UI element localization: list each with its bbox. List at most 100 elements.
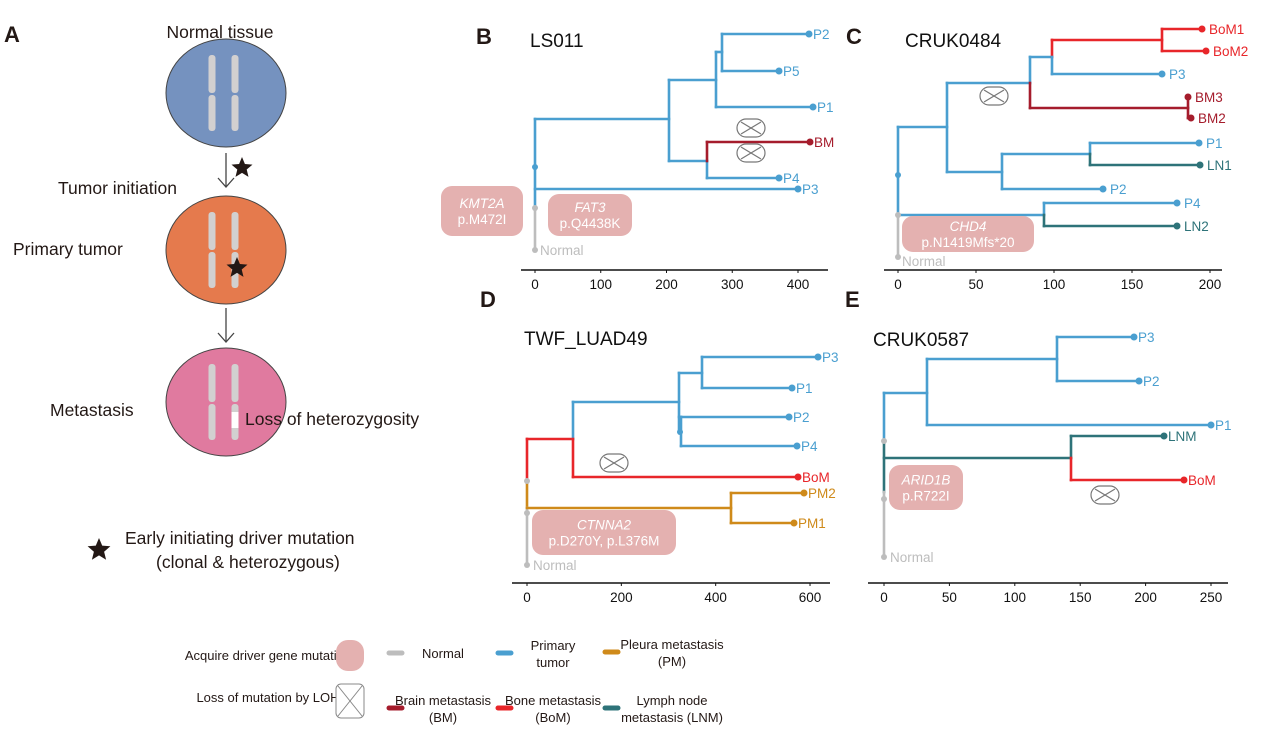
arrow-head <box>217 177 235 188</box>
tip-node <box>1158 70 1166 78</box>
tip-label-bom: BoM <box>802 470 830 485</box>
tip-label-bm3: BM3 <box>1195 90 1223 105</box>
tip-node <box>785 413 793 421</box>
legend-pleura-label: (PM) <box>658 654 686 669</box>
legend-primary-label: tumor <box>536 655 570 670</box>
tree-node <box>524 510 530 516</box>
axis-tick-label: 0 <box>880 590 888 605</box>
mutation-box <box>548 194 632 236</box>
label-loss-of-heterozygosity: Loss of heterozygosity <box>245 409 419 429</box>
axis-tick-label: 150 <box>1069 590 1092 605</box>
axis-tick-label: 50 <box>942 590 957 605</box>
axis-tick-label: 200 <box>610 590 633 605</box>
tip-label-pm1: PM1 <box>798 516 826 531</box>
tip-label-bom2: BoM2 <box>1213 44 1248 59</box>
tip-label-normal: Normal <box>890 550 934 565</box>
mutation-change: p.M472I <box>458 212 507 227</box>
tip-node <box>1195 139 1203 147</box>
mutation-gene: ARID1B <box>901 473 951 488</box>
axis-tick-label: 50 <box>968 277 983 292</box>
chromosome-arm <box>208 252 216 288</box>
tree-title: CRUK0587 <box>873 330 969 351</box>
tip-node <box>806 138 814 146</box>
tree-node <box>881 496 887 502</box>
tip-label-bom1: BoM1 <box>1209 22 1244 37</box>
normal-cell <box>165 38 287 148</box>
label-normal-tissue: Normal tissue <box>167 22 274 42</box>
legend-bone-label: Bone metastasis <box>505 693 602 708</box>
tree-node <box>895 254 901 260</box>
tree-node <box>532 205 538 211</box>
star-legend-line2: (clonal & heterozygous) <box>156 552 340 572</box>
tree-node <box>524 562 530 568</box>
star-icon <box>231 157 253 177</box>
tip-node <box>1207 421 1215 429</box>
tip-label-ln1: LN1 <box>1207 158 1232 173</box>
axis-tick-label: 250 <box>1200 590 1223 605</box>
legend-acquire-label: Acquire driver gene mutation <box>185 648 351 663</box>
mutation-box <box>532 510 676 555</box>
axis-tick-label: 400 <box>704 590 727 605</box>
axis-tick-label: 150 <box>1121 277 1144 292</box>
tip-node <box>794 473 802 481</box>
label-primary-tumor: Primary tumor <box>13 239 123 259</box>
metastasis-cell <box>165 347 287 457</box>
tree-node <box>881 554 887 560</box>
tree-title: LS011 <box>530 31 584 52</box>
tip-node <box>1135 377 1143 385</box>
loh-icon <box>1090 485 1120 505</box>
tree-node <box>524 478 530 484</box>
tree-node <box>895 172 901 178</box>
tip-node <box>1130 333 1138 341</box>
tip-node <box>1198 25 1206 33</box>
tip-label-ln2: LN2 <box>1184 219 1209 234</box>
tree-node <box>677 429 683 435</box>
tip-label-pm2: PM2 <box>808 486 836 501</box>
panel-letter-b: B <box>476 24 492 49</box>
axis-tick-label: 400 <box>787 277 810 292</box>
tip-label-bom: BoM <box>1188 473 1216 488</box>
panel-letter-c: C <box>846 24 862 49</box>
tip-node <box>1173 222 1181 230</box>
tip-label-p1: P1 <box>817 100 834 115</box>
legend-lymph-label: Lymph node <box>636 693 707 708</box>
mutation-change: p.N1419Mfs*20 <box>921 235 1014 250</box>
tip-label-lnm: LNM <box>1168 429 1197 444</box>
mutation-change: p.D270Y, p.L376M <box>549 534 660 549</box>
tree-node <box>532 247 538 253</box>
tip-node <box>1099 185 1107 193</box>
tree-panel-d <box>524 353 822 568</box>
chromosome-arm <box>231 55 239 93</box>
axis-tick-label: 0 <box>894 277 902 292</box>
tip-node <box>1160 432 1168 440</box>
tip-label-p3: P3 <box>802 182 819 197</box>
legend-primary-label: Primary <box>531 638 576 653</box>
tip-label-p2: P2 <box>1143 374 1160 389</box>
tip-node <box>800 489 808 497</box>
tip-node <box>794 185 802 193</box>
chromosome-arm <box>231 95 239 131</box>
star-legend-line1: Early initiating driver mutation <box>125 528 355 548</box>
loh-icon <box>736 118 766 138</box>
loh-icon <box>736 143 766 163</box>
loh-icon <box>979 86 1009 106</box>
primary-tumor-cell <box>165 195 287 305</box>
axis-tick-label: 300 <box>721 277 744 292</box>
tip-node <box>809 103 817 111</box>
tip-node <box>805 30 813 38</box>
tip-label-bm2: BM2 <box>1198 111 1226 126</box>
chromosome-arm <box>208 95 216 131</box>
tip-label-normal: Normal <box>540 243 584 258</box>
chromosome-arm <box>208 404 216 440</box>
tip-node <box>1196 161 1204 169</box>
star-icon <box>226 257 248 277</box>
tip-label-p2: P2 <box>1110 182 1127 197</box>
tree-node <box>532 164 538 170</box>
legend-mutation-box <box>336 640 364 671</box>
tip-node <box>1202 47 1210 55</box>
tree-panel-c <box>895 25 1210 260</box>
